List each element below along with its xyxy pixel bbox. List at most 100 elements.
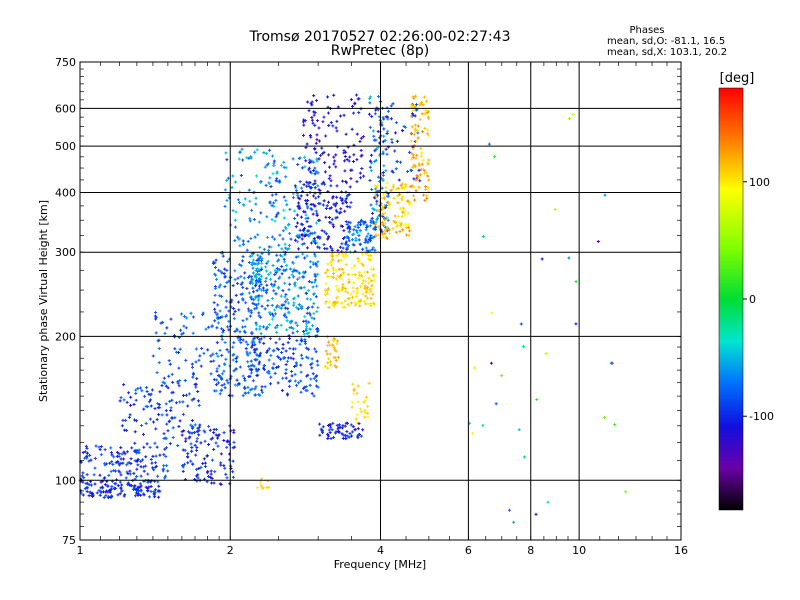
data-point: [403, 213, 407, 217]
data-point: [259, 181, 263, 185]
data-point: [136, 458, 140, 462]
data-point: [119, 396, 123, 400]
data-point: [487, 142, 491, 146]
data-point: [184, 393, 188, 397]
data-point: [280, 389, 284, 393]
data-point: [344, 220, 348, 224]
data-point: [239, 341, 243, 345]
data-point: [81, 493, 85, 497]
data-point: [368, 165, 372, 169]
data-point: [218, 392, 222, 396]
data-point: [218, 348, 222, 352]
data-point: [284, 306, 288, 310]
data-point: [284, 368, 288, 372]
data-point: [231, 475, 235, 479]
data-point: [226, 260, 230, 264]
data-point: [299, 353, 303, 357]
data-point: [285, 328, 289, 332]
data-point: [609, 361, 613, 365]
data-point: [313, 231, 317, 235]
data-point: [231, 174, 235, 178]
data-point: [409, 131, 413, 135]
data-point: [184, 358, 188, 362]
data-point: [260, 486, 264, 490]
data-point: [275, 170, 279, 174]
data-point: [191, 375, 195, 379]
data-point: [327, 340, 331, 344]
data-point: [310, 116, 314, 120]
data-point: [163, 476, 167, 480]
colorbar-tick-label: 0: [749, 293, 756, 306]
data-point: [299, 215, 303, 219]
data-point: [227, 350, 231, 354]
data-point: [359, 176, 363, 180]
data-point: [273, 280, 277, 284]
data-point: [304, 213, 308, 217]
data-point: [298, 156, 302, 160]
data-point: [251, 301, 255, 305]
data-point: [410, 105, 414, 109]
data-point: [206, 348, 210, 352]
data-point: [473, 366, 477, 370]
data-point: [162, 432, 166, 436]
data-point: [269, 277, 273, 281]
data-point: [207, 325, 211, 329]
data-point: [259, 337, 263, 341]
data-point: [235, 378, 239, 382]
data-point: [254, 367, 258, 371]
data-point: [256, 233, 260, 237]
data-point: [358, 171, 362, 175]
data-point: [364, 294, 368, 298]
data-point: [421, 130, 425, 134]
data-point: [269, 282, 273, 286]
data-point: [236, 276, 240, 280]
data-point: [134, 388, 138, 392]
data-point: [266, 304, 270, 308]
data-point: [181, 469, 185, 473]
data-point: [100, 485, 104, 489]
data-point: [196, 426, 200, 430]
data-point: [237, 382, 241, 386]
data-point: [82, 476, 86, 480]
data-point: [260, 268, 264, 272]
data-point: [603, 193, 607, 197]
data-point: [275, 325, 279, 329]
data-point: [262, 341, 266, 345]
data-point: [257, 314, 261, 318]
data-point: [367, 381, 371, 385]
data-point: [178, 400, 182, 404]
data-point: [369, 302, 373, 306]
data-point: [314, 278, 318, 282]
data-point: [114, 482, 118, 486]
data-point: [257, 393, 261, 397]
data-point: [299, 194, 303, 198]
data-point: [314, 141, 318, 145]
data-point: [294, 189, 298, 193]
data-point: [251, 282, 255, 286]
data-point: [309, 170, 313, 174]
data-point: [105, 489, 109, 493]
data-point: [315, 359, 319, 363]
data-point: [222, 439, 226, 443]
data-point: [310, 366, 314, 370]
data-point: [162, 453, 166, 457]
data-point: [136, 386, 140, 390]
data-point: [331, 343, 335, 347]
data-point: [371, 246, 375, 250]
data-point: [277, 243, 281, 247]
data-point: [166, 429, 170, 433]
data-point: [135, 467, 139, 471]
data-point: [288, 384, 291, 388]
data-point: [333, 159, 337, 163]
data-point: [324, 232, 328, 236]
data-point: [296, 193, 300, 197]
data-point: [243, 271, 247, 275]
data-point: [344, 150, 348, 154]
data-point: [326, 274, 330, 278]
data-point: [193, 443, 197, 447]
data-point: [361, 282, 365, 286]
data-point: [171, 426, 175, 430]
data-point: [83, 456, 87, 460]
data-point: [347, 236, 351, 240]
data-point: [129, 403, 133, 407]
